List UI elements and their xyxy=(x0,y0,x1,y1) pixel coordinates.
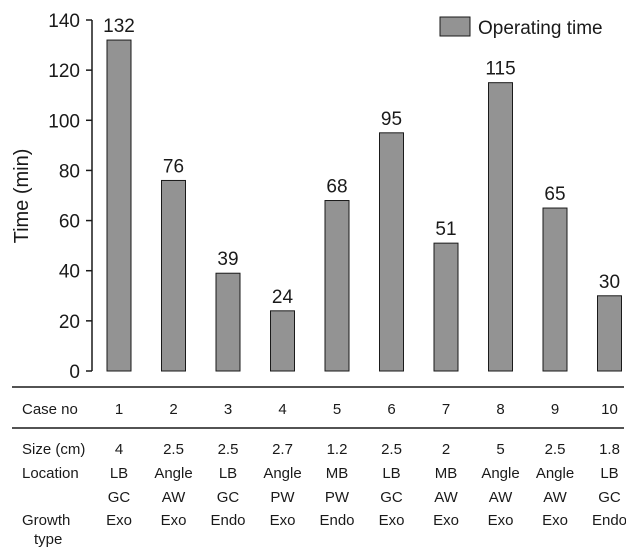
table-cell: 2.5 xyxy=(163,441,184,458)
table-header-cell: 5 xyxy=(333,401,341,418)
table-cell: 2.5 xyxy=(545,441,566,458)
bar-value-label: 30 xyxy=(599,272,620,293)
table-cell: GC xyxy=(108,489,131,506)
bar-value-label: 132 xyxy=(103,16,135,37)
y-tick-label: 100 xyxy=(48,111,80,132)
y-tick-label: 140 xyxy=(48,11,80,32)
table-header-cell: 10 xyxy=(601,401,618,418)
legend-swatch xyxy=(439,16,471,37)
bar-case-1 xyxy=(106,39,132,372)
bar-case-8 xyxy=(488,82,513,372)
table-header-cell: 6 xyxy=(387,401,395,418)
table-cell: Exo xyxy=(106,512,132,529)
table-cell: 2.7 xyxy=(272,441,293,458)
bar-case-4 xyxy=(270,310,295,372)
table-cell: 2.5 xyxy=(218,441,239,458)
bar-value-label: 76 xyxy=(163,156,184,177)
table-cell: Exo xyxy=(161,512,187,529)
table-cell: 1.2 xyxy=(327,441,348,458)
bar-value-label: 95 xyxy=(381,109,402,130)
table-row-label-line2: type xyxy=(34,531,62,548)
table-cell: AW xyxy=(434,489,458,506)
table-cell: Exo xyxy=(542,512,568,529)
table-cell: Exo xyxy=(488,512,514,529)
table-cell: 5 xyxy=(496,441,504,458)
y-tick-label: 80 xyxy=(59,161,80,182)
table-header-cell: 1 xyxy=(115,401,123,418)
table-cell: GC xyxy=(598,489,621,506)
table-cell: PW xyxy=(270,489,295,506)
bar-value-label: 65 xyxy=(544,184,565,205)
bar-value-label: 24 xyxy=(272,287,294,308)
table-cell: 4 xyxy=(115,441,123,458)
table-cell: AW xyxy=(543,489,567,506)
table-cell: Angle xyxy=(481,465,519,482)
table-cell: AW xyxy=(489,489,513,506)
table-cell: LB xyxy=(110,465,128,482)
table-cell: AW xyxy=(162,489,186,506)
legend: Operating time xyxy=(439,16,603,39)
legend-label: Operating time xyxy=(478,18,603,39)
bar-value-label: 51 xyxy=(435,219,456,240)
y-tick-label: 120 xyxy=(48,61,80,82)
table-cell: Exo xyxy=(270,512,296,529)
table-cell: 2.5 xyxy=(381,441,402,458)
bar-case-7 xyxy=(433,242,459,372)
table-cell: Endo xyxy=(210,512,245,529)
y-tick-label: 0 xyxy=(69,362,80,383)
table-row-label: Location xyxy=(22,465,79,482)
table-cell: Endo xyxy=(592,512,626,529)
table-cell: PW xyxy=(325,489,350,506)
bar-case-5 xyxy=(324,200,350,372)
table-header-cell: 4 xyxy=(278,401,286,418)
bar-value-label: 115 xyxy=(485,59,515,80)
table-header-label: Case no xyxy=(22,401,78,418)
y-tick-label: 60 xyxy=(59,212,80,233)
table-row-label: Growth xyxy=(22,512,70,529)
table-header-cell: 9 xyxy=(551,401,559,418)
table-header-cell: 7 xyxy=(442,401,450,418)
table-header-cell: 2 xyxy=(169,401,177,418)
bar-value-label: 39 xyxy=(217,249,238,270)
table-cell: LB xyxy=(382,465,400,482)
bar-case-9 xyxy=(542,207,568,372)
table-cell: 2 xyxy=(442,441,450,458)
table-cell: GC xyxy=(380,489,403,506)
bars xyxy=(106,39,622,372)
table-row-label: Size (cm) xyxy=(22,441,85,458)
table-cell: Exo xyxy=(433,512,459,529)
bar-value-label: 68 xyxy=(326,177,347,198)
y-tick-label: 40 xyxy=(59,262,80,283)
table-cell: MB xyxy=(326,465,349,482)
table-cell: LB xyxy=(219,465,237,482)
table-cell: Angle xyxy=(263,465,301,482)
bar-case-10 xyxy=(597,295,622,372)
table-cell: 1.8 xyxy=(599,441,620,458)
y-axis: 0 20 40 60 80 100 120 140 xyxy=(48,11,93,383)
table-cell: Endo xyxy=(319,512,354,529)
data-labels: 132 76 39 24 68 95 51 115 65 30 xyxy=(103,16,620,308)
table-cell: MB xyxy=(435,465,458,482)
table-cell: GC xyxy=(217,489,240,506)
table-header-cell: 8 xyxy=(496,401,504,418)
table-cell: Exo xyxy=(379,512,405,529)
bar-case-2 xyxy=(161,179,186,372)
table-cell: LB xyxy=(600,465,618,482)
table-cell: Angle xyxy=(154,465,192,482)
bar-case-3 xyxy=(215,272,241,372)
table-cell: Angle xyxy=(536,465,574,482)
case-table: Case no 1 2 3 4 5 6 7 8 9 10 Size (cm) 4 2.5 2.5 2.7 1.2… xyxy=(12,386,626,548)
bar-case-6 xyxy=(379,132,404,372)
y-tick-label: 20 xyxy=(59,312,80,333)
table-header-cell: 3 xyxy=(224,401,232,418)
y-axis-title: Time (min) xyxy=(11,149,33,244)
